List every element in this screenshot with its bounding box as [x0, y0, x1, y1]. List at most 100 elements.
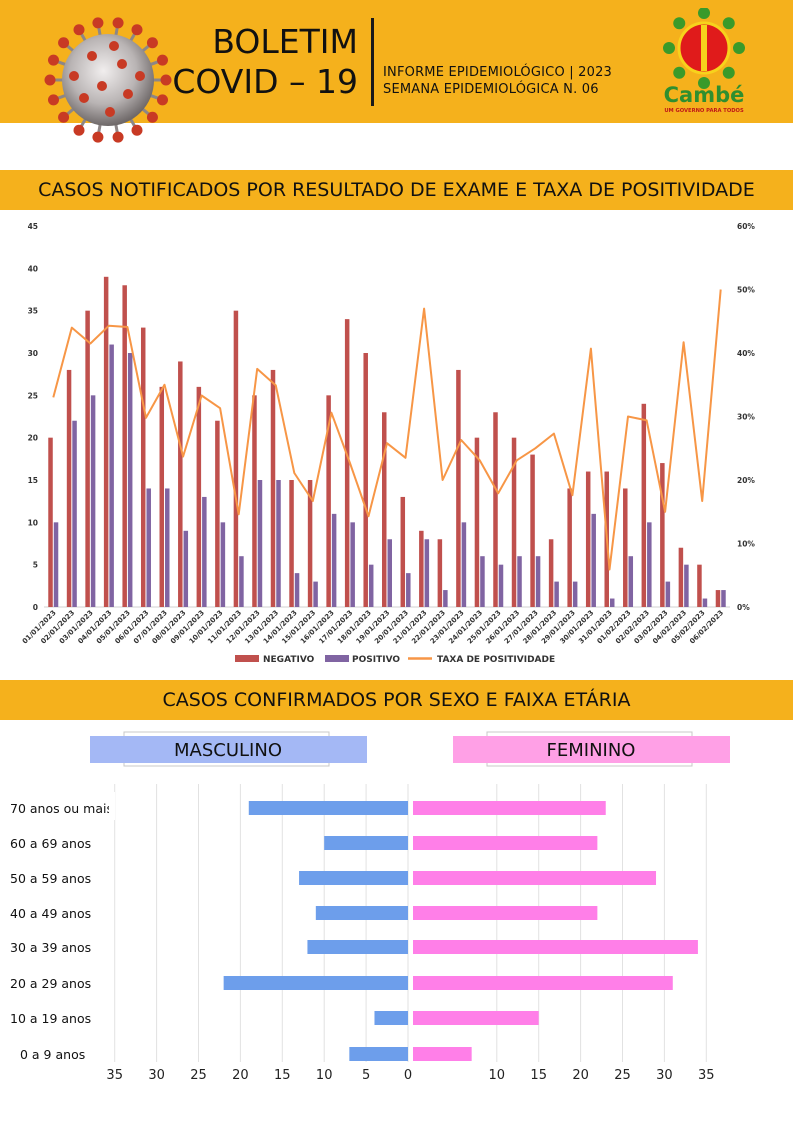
legend-label-positivo: POSITIVO [352, 655, 400, 665]
bar-negativo [48, 437, 53, 607]
bar-positivo [202, 496, 207, 607]
x-tick-right: 15 [530, 1068, 547, 1083]
bar-negativo [85, 310, 90, 607]
header-banner: BOLETIM COVID – 19 INFORME EPIDEMIOLÓGIC… [0, 0, 793, 143]
bar-masculino [299, 871, 408, 885]
bar-negativo [252, 395, 257, 607]
bar-positivo [387, 539, 392, 607]
bar-negativo [103, 276, 109, 607]
bar-negativo [678, 547, 684, 607]
y-tick-label: 20 [28, 434, 38, 443]
legend-label-negativo: NEGATIVO [263, 655, 315, 665]
x-tick-left: 10 [316, 1068, 333, 1083]
y-tick-label: 15 [28, 476, 38, 485]
bar-negativo [326, 395, 331, 607]
x-tick-left: 35 [106, 1068, 123, 1083]
bar-positivo [647, 522, 652, 607]
age-group-label: 10 a 19 anos [10, 1011, 91, 1026]
bar-feminino [413, 801, 606, 815]
bar-positivo [127, 353, 133, 607]
bar-negativo [511, 437, 517, 607]
y2-tick-label: 0% [737, 603, 750, 612]
bar-masculino [315, 906, 408, 920]
bar-positivo [665, 581, 671, 607]
bar-feminino [413, 906, 598, 920]
bar-negativo [363, 353, 368, 607]
title-divider [371, 18, 374, 106]
bar-negativo [623, 488, 628, 607]
bar-positivo [406, 573, 411, 607]
bar-positivo [220, 522, 226, 607]
bar-positivo [461, 522, 467, 607]
y-tick-label: 10 [28, 518, 38, 527]
x-tick-left: 15 [274, 1068, 291, 1083]
bar-negativo [159, 386, 165, 607]
x-tick-left: 20 [232, 1068, 249, 1083]
bar-masculino [374, 1011, 408, 1025]
info-line-2: SEMANA EPIDEMIOLÓGICA N. 06 [383, 82, 599, 97]
bar-positivo [480, 556, 485, 607]
section-title-notificados: CASOS NOTIFICADOS POR RESULTADO DE EXAME… [0, 170, 793, 210]
x-tick-right: 20 [572, 1068, 589, 1083]
bar-negativo [140, 327, 146, 607]
bar-masculino [248, 801, 408, 815]
bar-negativo [122, 285, 127, 607]
bar-positivo [109, 344, 114, 607]
y2-tick-label: 50% [737, 286, 755, 295]
bulletin-title: BOLETIM COVID – 19 [166, 22, 358, 102]
bar-positivo [276, 480, 281, 607]
x-tick-left: 25 [190, 1068, 207, 1083]
x-tick-right: 30 [656, 1068, 673, 1083]
age-group-label: 20 a 29 anos [10, 976, 91, 991]
bar-negativo [437, 539, 443, 607]
cambe-logo: Cambé UM GOVERNO PARA TODOS [663, 8, 745, 114]
bar-positivo [146, 488, 151, 607]
bar-negativo [493, 412, 498, 607]
bar-negativo [289, 480, 294, 607]
bar-negativo [178, 361, 183, 607]
title-line-2: COVID – 19 [172, 62, 358, 101]
age-group-label: 40 a 49 anos [10, 906, 91, 921]
bar-positivo [183, 530, 189, 607]
y2-tick-label: 30% [737, 413, 755, 422]
info-line-1: INFORME EPIDEMIOLÓGICO | 2023 [383, 65, 613, 80]
x-tick-right: 35 [698, 1068, 715, 1083]
bar-negativo [567, 488, 572, 607]
bar-feminino [413, 1011, 539, 1025]
y2-tick-label: 10% [737, 540, 755, 549]
bar-feminino [413, 1047, 472, 1061]
bar-positivo [294, 573, 300, 607]
bar-positivo [368, 564, 374, 607]
y-tick-label: 30 [28, 349, 38, 358]
bar-negativo [270, 369, 276, 607]
bar-positivo [721, 590, 726, 607]
y-tick-label: 45 [28, 222, 38, 231]
bar-positivo [498, 564, 504, 607]
bar-negativo [530, 454, 535, 607]
y2-tick-label: 60% [737, 222, 755, 231]
bar-positivo [90, 395, 96, 607]
bar-negativo [215, 420, 220, 607]
y-tick-label: 35 [28, 307, 38, 316]
bar-negativo [233, 310, 239, 607]
label-clip [109, 792, 115, 820]
bar-negativo [382, 412, 387, 607]
bar-negativo [660, 463, 665, 607]
bar-positivo [591, 513, 596, 607]
bar-masculino [349, 1047, 408, 1061]
x-tick-right: 25 [614, 1068, 631, 1083]
y2-tick-label: 40% [737, 349, 755, 358]
bar-positivo [702, 598, 708, 607]
line-taxa-positividade [52, 289, 722, 571]
age-group-label: 50 a 59 anos [10, 871, 91, 886]
bar-feminino [413, 871, 657, 885]
legend-label-taxa: TAXA DE POSITIVIDADE [437, 655, 555, 665]
sex-age-chart: MASCULINO FEMININO 35 30 25 20 15 10 5 0 10 15 20 25 3… [0, 722, 793, 1122]
bar-negativo [548, 539, 554, 607]
bar-negativo [474, 437, 480, 607]
x-tick-left: 5 [362, 1068, 370, 1083]
feminino-label: FEMININO [547, 740, 636, 761]
coronavirus-icon [44, 17, 172, 143]
notified-cases-svg: 0510152025303540450%10%20%30%40%50%60%01… [21, 222, 756, 665]
bar-positivo [443, 590, 448, 607]
